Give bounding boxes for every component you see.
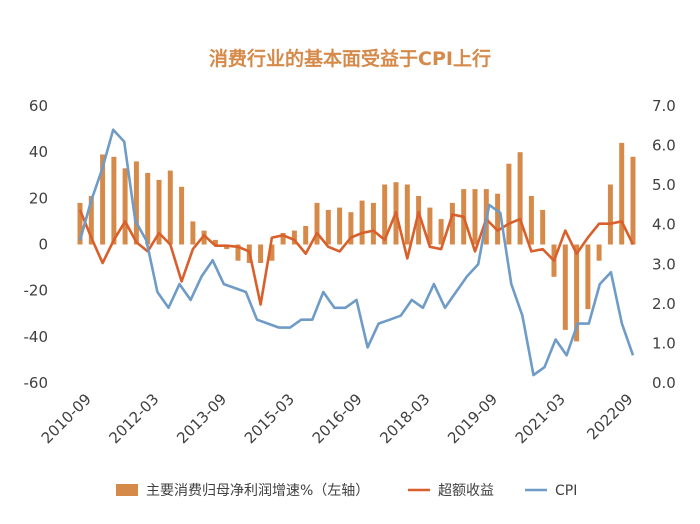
- bar-23: [337, 207, 343, 245]
- bar-27: [382, 184, 388, 245]
- bar-46: [596, 244, 602, 261]
- bar-2: [100, 154, 106, 245]
- bar-7: [156, 179, 162, 245]
- bar-47: [607, 184, 613, 245]
- left-tick-label: 60: [29, 97, 48, 115]
- left-tick-label: -40: [24, 328, 49, 346]
- bar-44: [574, 244, 580, 342]
- bar-30: [416, 196, 422, 245]
- bar-0: [77, 202, 83, 245]
- bar-22: [325, 209, 331, 245]
- left-tick-label: -60: [24, 374, 49, 392]
- legend: 主要消费归母净利润增速%（左轴） 超额收益 CPI: [116, 482, 577, 499]
- bar-25: [359, 200, 365, 245]
- bar-series: [77, 142, 636, 342]
- legend-swatch-bar: [116, 484, 138, 496]
- bar-16: [258, 244, 264, 263]
- bar-29: [404, 184, 410, 245]
- bar-21: [314, 202, 320, 245]
- bar-4: [122, 168, 128, 245]
- right-tick-label: 2.0: [652, 295, 676, 313]
- bar-1: [88, 196, 94, 245]
- bar-12: [212, 239, 218, 245]
- legend-label: 主要消费归母净利润增速%（左轴）: [146, 482, 369, 499]
- right-tick-label: 5.0: [652, 176, 676, 194]
- bar-45: [585, 244, 591, 310]
- bar-20: [303, 226, 309, 245]
- chart-title: 消费行业的基本面受益于CPI上行: [209, 47, 491, 70]
- bar-40: [528, 196, 534, 245]
- bar-35: [472, 189, 478, 245]
- x-tick-label: 2019-09: [444, 390, 501, 447]
- x-axis: 2010-09 2012-03 2013-09 2015-03 2016-09 2018-…: [38, 390, 637, 447]
- right-tick-label: 6.0: [652, 137, 676, 155]
- bar-17: [269, 244, 275, 261]
- left-tick-label: 20: [29, 189, 48, 207]
- bar-8: [167, 170, 173, 245]
- right-tick-label: 7.0: [652, 97, 676, 115]
- bar-31: [427, 207, 433, 245]
- bar-18: [280, 233, 286, 245]
- x-tick-label: 2018-03: [376, 390, 433, 447]
- x-tick-label: 2010-09: [38, 390, 95, 447]
- legend-label: CPI: [555, 483, 577, 499]
- bar-5: [133, 161, 139, 245]
- right-tick-label: 1.0: [652, 334, 676, 352]
- x-tick-label: 2013-09: [173, 390, 230, 447]
- bar-14: [235, 244, 241, 261]
- bar-39: [517, 152, 523, 245]
- bar-48: [619, 142, 625, 245]
- legend-label: 超额收益: [438, 483, 494, 499]
- excess-return-line: [78, 209, 635, 306]
- bar-3: [111, 156, 117, 245]
- x-tick-label: 2015-03: [241, 390, 298, 447]
- bar-11: [201, 230, 207, 245]
- bar-32: [438, 219, 444, 245]
- bar-26: [370, 202, 376, 245]
- left-tick-label: -20: [24, 282, 49, 300]
- bar-33: [449, 202, 455, 245]
- left-tick-label: 0: [38, 236, 48, 254]
- bar-41: [540, 209, 546, 245]
- x-tick-label: 2021-03: [512, 390, 569, 447]
- right-tick-label: 3.0: [652, 255, 676, 273]
- x-tick-label: 202209: [583, 390, 636, 443]
- right-tick-label: 0.0: [652, 374, 676, 392]
- right-axis: 7.0 6.0 5.0 4.0 3.0 2.0 1.0 0.0: [652, 97, 676, 392]
- bar-9: [179, 186, 185, 245]
- line-series: [78, 128, 635, 377]
- left-tick-label: 40: [29, 143, 48, 161]
- cpi-line: [78, 128, 635, 377]
- bar-49: [630, 156, 636, 245]
- bar-24: [348, 212, 354, 245]
- bar-10: [190, 221, 196, 245]
- bar-37: [495, 193, 501, 245]
- right-tick-label: 4.0: [652, 216, 676, 234]
- bar-6: [145, 172, 151, 245]
- bar-38: [506, 163, 512, 245]
- x-tick-label: 2012-03: [105, 390, 162, 447]
- left-axis: 60 40 20 0 -20 -40 -60: [24, 97, 49, 392]
- bar-19: [291, 230, 297, 245]
- bar-43: [562, 244, 568, 330]
- x-tick-label: 2016-09: [309, 390, 366, 447]
